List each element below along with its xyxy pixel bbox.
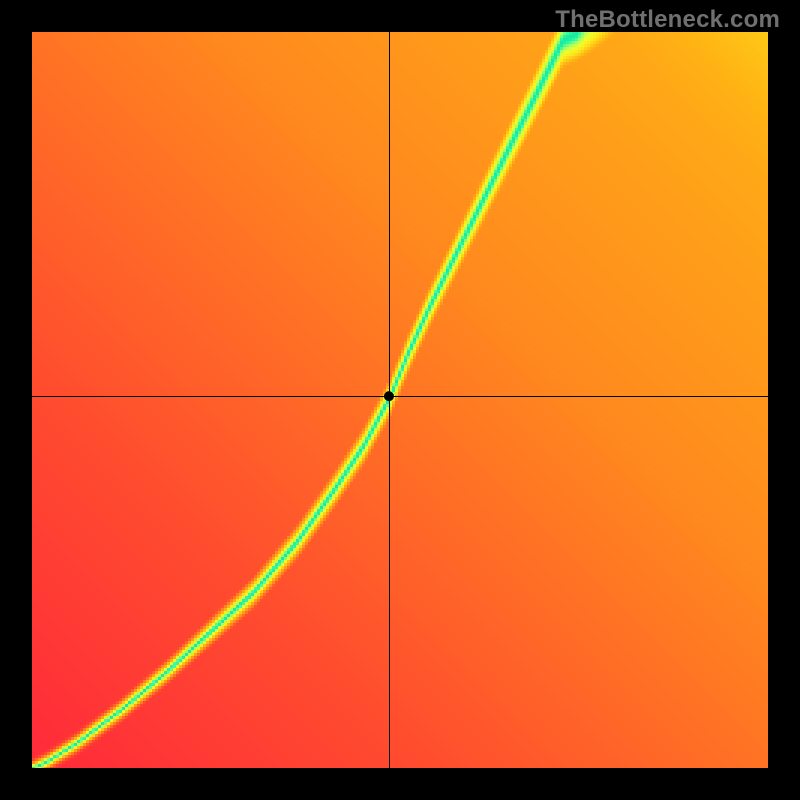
chart-root: { "watermark": { "text": "TheBottleneck.… bbox=[0, 0, 800, 800]
watermark: TheBottleneck.com bbox=[555, 6, 780, 34]
heatmap-canvas bbox=[0, 0, 800, 800]
